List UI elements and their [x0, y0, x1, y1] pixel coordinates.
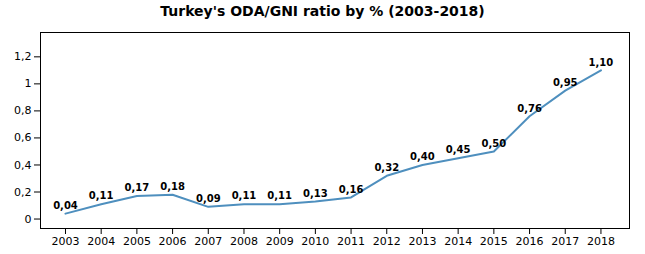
svg-text:2005: 2005 — [123, 235, 151, 248]
svg-text:0,8: 0,8 — [14, 104, 32, 117]
svg-text:0,11: 0,11 — [89, 190, 114, 201]
svg-text:0,09: 0,09 — [196, 193, 221, 204]
svg-text:2014: 2014 — [444, 235, 472, 248]
svg-text:0,16: 0,16 — [339, 184, 364, 195]
svg-text:2008: 2008 — [230, 235, 258, 248]
svg-text:2007: 2007 — [194, 235, 222, 248]
svg-text:0,45: 0,45 — [446, 144, 471, 155]
svg-text:0,11: 0,11 — [267, 190, 292, 201]
svg-text:1: 1 — [25, 77, 32, 90]
svg-text:2017: 2017 — [551, 235, 579, 248]
svg-text:2012: 2012 — [373, 235, 401, 248]
html-text:Turkey's ODA/GNI ratio by % (2: Turkey's ODA/GNI ratio by % (2003-2018) — [160, 3, 485, 19]
svg-text:2003: 2003 — [51, 235, 79, 248]
svg-text:0,32: 0,32 — [374, 162, 399, 173]
svg-text:1,2: 1,2 — [14, 50, 32, 63]
svg-text:0,18: 0,18 — [160, 181, 185, 192]
svg-text:0,76: 0,76 — [517, 103, 542, 114]
svg-text:1,10: 1,10 — [589, 57, 614, 68]
svg-text:0: 0 — [25, 213, 32, 226]
svg-text:2015: 2015 — [480, 235, 508, 248]
svg-text:0,4: 0,4 — [14, 158, 32, 171]
svg-text:0,50: 0,50 — [482, 138, 507, 149]
svg-text:0,11: 0,11 — [232, 190, 257, 201]
svg-text:2016: 2016 — [516, 235, 544, 248]
svg-text:0,13: 0,13 — [303, 188, 328, 199]
svg-text:0,04: 0,04 — [53, 200, 78, 211]
svg-text:2006: 2006 — [159, 235, 187, 248]
svg-text:2010: 2010 — [301, 235, 329, 248]
svg-text:0,95: 0,95 — [553, 77, 578, 88]
svg-text:2004: 2004 — [87, 235, 115, 248]
svg-text:2009: 2009 — [266, 235, 294, 248]
svg-text:2013: 2013 — [408, 235, 436, 248]
svg-text:0,6: 0,6 — [14, 131, 32, 144]
svg-text:0,17: 0,17 — [125, 182, 150, 193]
svg-text:0,2: 0,2 — [14, 186, 32, 199]
svg-text:0,40: 0,40 — [410, 151, 435, 162]
svg-text:2011: 2011 — [337, 235, 365, 248]
svg-text:2018: 2018 — [587, 235, 615, 248]
